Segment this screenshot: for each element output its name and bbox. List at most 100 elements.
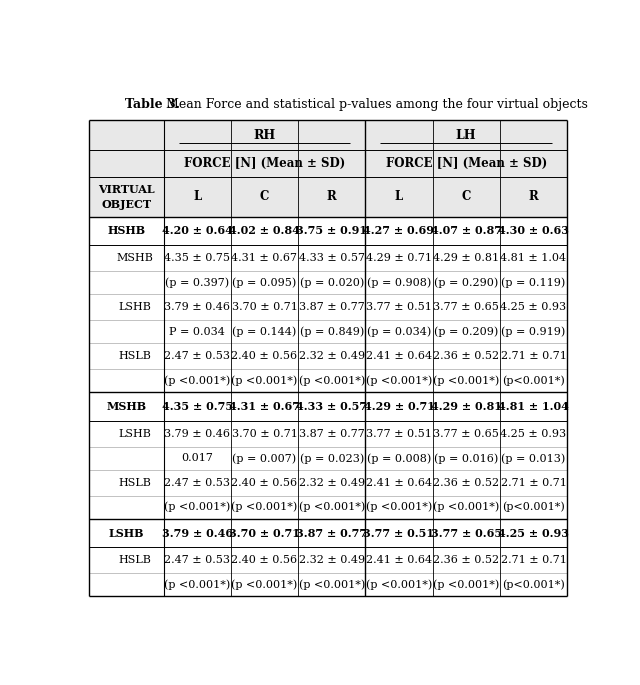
Text: L: L (193, 190, 202, 203)
Text: HSLB: HSLB (119, 351, 152, 361)
Text: Table 3.: Table 3. (125, 98, 180, 111)
Text: (p = 0.013): (p = 0.013) (501, 453, 566, 464)
Text: 3.77 ± 0.65: 3.77 ± 0.65 (431, 527, 502, 538)
Text: 3.70 ± 0.71: 3.70 ± 0.71 (232, 429, 298, 439)
Text: LSHB: LSHB (119, 302, 152, 312)
Text: (p = 0.908): (p = 0.908) (367, 277, 431, 288)
Text: 4.25 ± 0.93: 4.25 ± 0.93 (500, 429, 566, 439)
Text: 4.30 ± 0.63: 4.30 ± 0.63 (498, 225, 569, 236)
Text: (p = 0.095): (p = 0.095) (232, 277, 296, 288)
Text: VIRTUAL
OBJECT: VIRTUAL OBJECT (98, 184, 155, 210)
Text: 2.32 ± 0.49: 2.32 ± 0.49 (299, 351, 365, 361)
Text: 4.33 ± 0.57: 4.33 ± 0.57 (296, 401, 367, 412)
Text: RH: RH (253, 129, 276, 142)
Text: (p <0.001*): (p <0.001*) (366, 502, 432, 512)
Text: (p = 0.023): (p = 0.023) (300, 453, 364, 464)
Text: FORCE [N] (Mean ± SD): FORCE [N] (Mean ± SD) (385, 157, 547, 170)
Text: 2.36 ± 0.52: 2.36 ± 0.52 (433, 351, 499, 361)
Text: (p = 0.119): (p = 0.119) (501, 277, 566, 288)
Bar (89, 177, 567, 216)
Text: Mean Force and statistical p-values among the four virtual objects: Mean Force and statistical p-values amon… (158, 98, 588, 111)
Text: C: C (260, 190, 269, 203)
Text: R: R (529, 190, 538, 203)
Text: 0.017: 0.017 (181, 453, 213, 463)
Text: 2.71 ± 0.71: 2.71 ± 0.71 (500, 351, 566, 361)
Text: 4.35 ± 0.75: 4.35 ± 0.75 (164, 253, 230, 263)
Text: 3.87 ± 0.77: 3.87 ± 0.77 (299, 302, 365, 312)
Text: 3.77 ± 0.51: 3.77 ± 0.51 (366, 429, 432, 439)
Text: 3.87 ± 0.77: 3.87 ± 0.77 (296, 527, 367, 538)
Text: 2.41 ± 0.64: 2.41 ± 0.64 (366, 351, 432, 361)
Text: 4.25 ± 0.93: 4.25 ± 0.93 (500, 302, 566, 312)
Bar (89, 150, 567, 177)
Text: 2.71 ± 0.71: 2.71 ± 0.71 (500, 477, 566, 488)
Text: 4.29 ± 0.71: 4.29 ± 0.71 (364, 401, 435, 412)
Text: 2.32 ± 0.49: 2.32 ± 0.49 (299, 556, 365, 565)
Text: (p = 0.397): (p = 0.397) (165, 277, 229, 288)
Text: (p = 0.008): (p = 0.008) (367, 453, 431, 464)
Text: P = 0.034: P = 0.034 (170, 327, 225, 336)
Text: C: C (461, 190, 471, 203)
Text: 2.40 ± 0.56: 2.40 ± 0.56 (232, 477, 298, 488)
Text: 2.71 ± 0.71: 2.71 ± 0.71 (500, 556, 566, 565)
Text: 4.29 ± 0.81: 4.29 ± 0.81 (433, 253, 499, 263)
Text: L: L (395, 190, 403, 203)
Text: (p = 0.290): (p = 0.290) (434, 277, 499, 288)
Text: (p<0.001*): (p<0.001*) (502, 580, 565, 590)
Text: 4.02 ± 0.84: 4.02 ± 0.84 (229, 225, 300, 236)
Text: 4.29 ± 0.81: 4.29 ± 0.81 (431, 401, 502, 412)
Text: (p <0.001*): (p <0.001*) (433, 502, 499, 512)
Text: 3.75 ± 0.91: 3.75 ± 0.91 (296, 225, 367, 236)
Text: 2.47 ± 0.53: 2.47 ± 0.53 (164, 556, 230, 565)
Text: (p = 0.849): (p = 0.849) (300, 326, 364, 337)
Text: (p = 0.144): (p = 0.144) (232, 326, 296, 337)
Text: HSLB: HSLB (119, 477, 152, 488)
Bar (89, 120, 567, 150)
Text: (p <0.001*): (p <0.001*) (366, 375, 432, 386)
Text: (p <0.001*): (p <0.001*) (366, 580, 432, 590)
Text: 2.36 ± 0.52: 2.36 ± 0.52 (433, 477, 499, 488)
Text: (p<0.001*): (p<0.001*) (502, 375, 565, 386)
Text: (p <0.001*): (p <0.001*) (232, 580, 298, 590)
Text: MSHB: MSHB (117, 253, 154, 263)
Text: 4.33 ± 0.57: 4.33 ± 0.57 (299, 253, 365, 263)
Text: R: R (327, 190, 337, 203)
Text: HSLB: HSLB (119, 556, 152, 565)
Text: LSHB: LSHB (119, 429, 152, 439)
Text: (p = 0.034): (p = 0.034) (367, 326, 431, 337)
Text: (p = 0.919): (p = 0.919) (501, 326, 566, 337)
Text: (p <0.001*): (p <0.001*) (232, 502, 298, 512)
Text: 4.07 ± 0.87: 4.07 ± 0.87 (431, 225, 502, 236)
Text: (p = 0.007): (p = 0.007) (232, 453, 296, 464)
Text: 4.81 ± 1.04: 4.81 ± 1.04 (498, 401, 569, 412)
Text: 3.77 ± 0.51: 3.77 ± 0.51 (364, 527, 435, 538)
Text: (p = 0.209): (p = 0.209) (434, 326, 499, 337)
Text: LSHB: LSHB (109, 527, 144, 538)
Text: (p <0.001*): (p <0.001*) (299, 502, 365, 512)
Text: 3.77 ± 0.51: 3.77 ± 0.51 (366, 302, 432, 312)
Text: 3.70 ± 0.71: 3.70 ± 0.71 (232, 302, 298, 312)
Text: 2.40 ± 0.56: 2.40 ± 0.56 (232, 556, 298, 565)
Text: (p <0.001*): (p <0.001*) (164, 502, 230, 512)
Text: 4.81 ± 1.04: 4.81 ± 1.04 (500, 253, 566, 263)
Text: 3.70 ± 0.71: 3.70 ± 0.71 (229, 527, 300, 538)
Text: 3.79 ± 0.46: 3.79 ± 0.46 (164, 302, 230, 312)
Text: 4.20 ± 0.64: 4.20 ± 0.64 (162, 225, 233, 236)
Text: 3.77 ± 0.65: 3.77 ± 0.65 (433, 429, 499, 439)
Text: 4.29 ± 0.71: 4.29 ± 0.71 (366, 253, 432, 263)
Text: 2.47 ± 0.53: 2.47 ± 0.53 (164, 477, 230, 488)
Text: (p <0.001*): (p <0.001*) (232, 375, 298, 386)
Text: (p = 0.020): (p = 0.020) (300, 277, 364, 288)
Text: LH: LH (456, 129, 477, 142)
Text: (p <0.001*): (p <0.001*) (299, 375, 365, 386)
Text: 2.40 ± 0.56: 2.40 ± 0.56 (232, 351, 298, 361)
Text: (p <0.001*): (p <0.001*) (299, 580, 365, 590)
Text: (p <0.001*): (p <0.001*) (433, 580, 499, 590)
Text: 4.35 ± 0.75: 4.35 ± 0.75 (162, 401, 233, 412)
Text: 2.41 ± 0.64: 2.41 ± 0.64 (366, 556, 432, 565)
Text: 2.41 ± 0.64: 2.41 ± 0.64 (366, 477, 432, 488)
Text: 4.27 ± 0.69: 4.27 ± 0.69 (364, 225, 435, 236)
Text: (p = 0.016): (p = 0.016) (434, 453, 499, 464)
Text: (p <0.001*): (p <0.001*) (164, 375, 230, 386)
Text: 4.25 ± 0.93: 4.25 ± 0.93 (498, 527, 569, 538)
